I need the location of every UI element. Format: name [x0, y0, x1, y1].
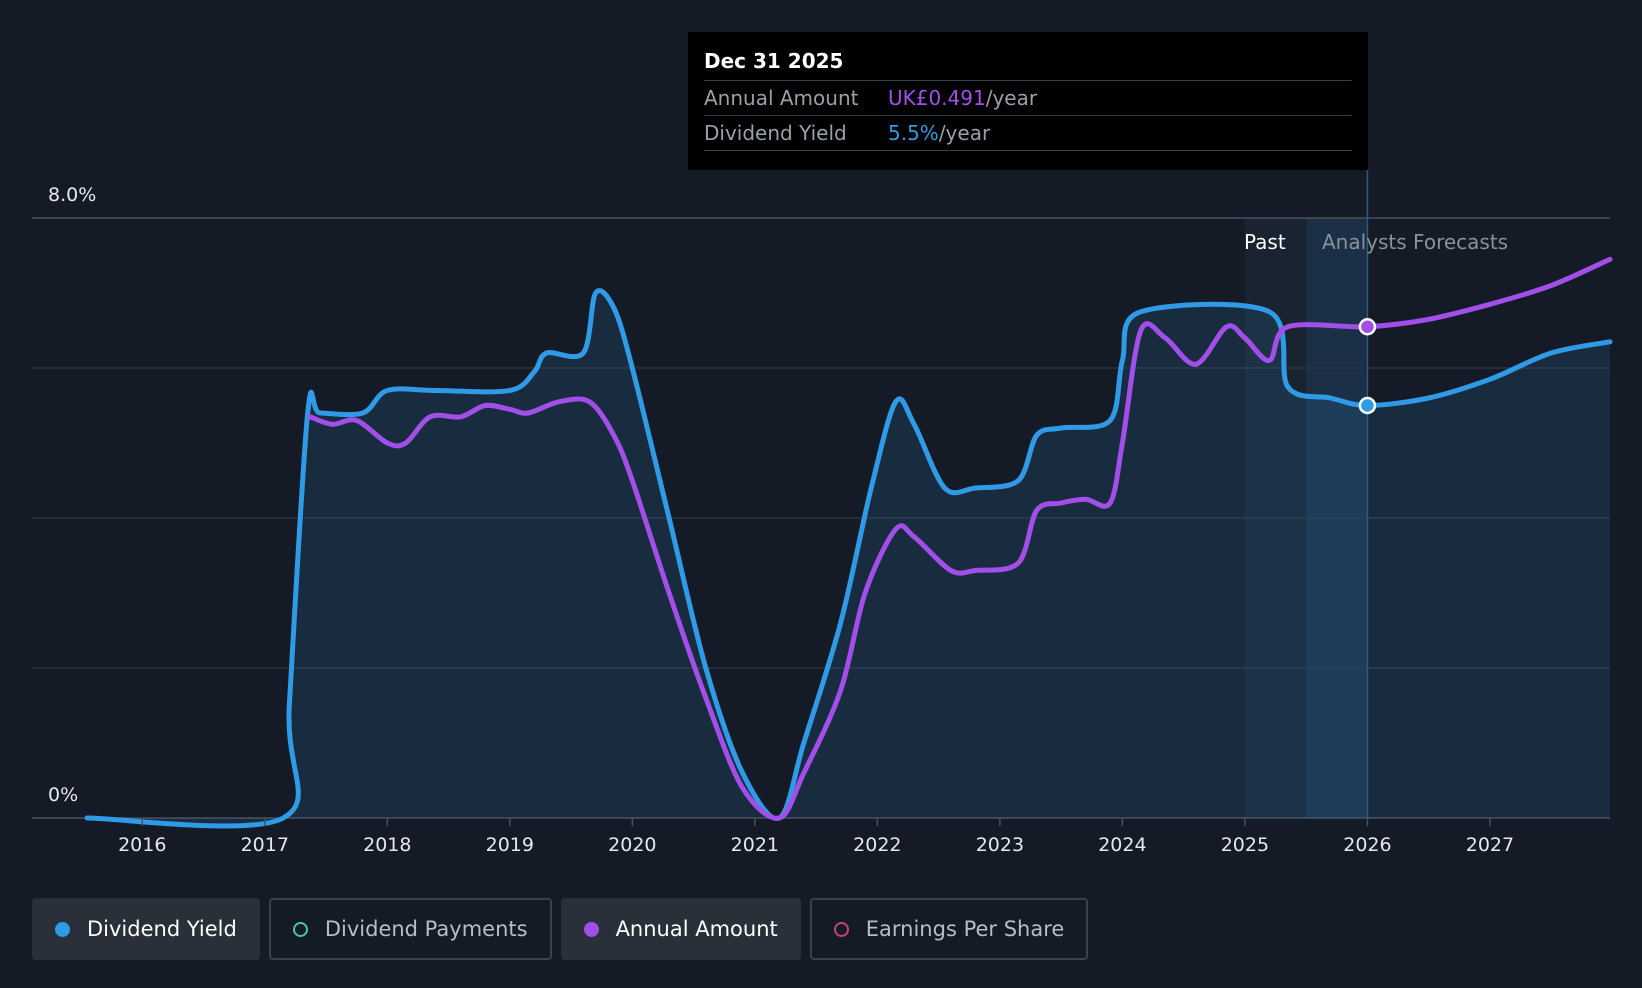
x-tick-label: 2017: [241, 834, 289, 856]
legend-earnings-per-share-button[interactable]: Earnings Per Share: [809, 898, 1089, 960]
legend-label: Dividend Payments: [324, 917, 528, 941]
y-axis-max-label: 8.0%: [48, 184, 96, 206]
annual-amount-marker: [1358, 318, 1377, 336]
hover-markers: [1358, 318, 1377, 415]
tooltip-row-annual-amount: Annual Amount UK£0.491 /year: [704, 81, 1352, 116]
legend-label: Earnings Per Share: [865, 917, 1065, 941]
dividend-payments-ring-icon: [292, 921, 308, 937]
annual-amount-dot-icon: [583, 921, 599, 937]
x-tick-label: 2027: [1466, 834, 1514, 856]
annual-amount-line: [307, 256, 1613, 821]
dividend-yield-dot-icon: [55, 921, 70, 937]
legend-label: Annual Amount: [615, 917, 778, 941]
x-tick-label: 2019: [486, 834, 534, 856]
y-axis-min-label: 0%: [48, 784, 78, 806]
x-tick-label: 2016: [118, 834, 166, 856]
legend-label: Dividend Yield: [87, 917, 237, 941]
x-tick-label: 2021: [731, 834, 779, 856]
tooltip-unit: /year: [985, 86, 1038, 110]
x-axis: 2016 2017 2018 2019 2020 2021 2022 2023 2024 2025…: [118, 818, 1514, 856]
tooltip: Dec 31 2025 Annual Amount UK£0.491 /year…: [688, 32, 1368, 170]
dividend-yield-area: [87, 290, 1611, 827]
legend: Dividend Yield Dividend Payments Annual …: [32, 898, 1089, 960]
tooltip-date: Dec 31 2025: [704, 46, 1352, 81]
legend-dividend-payments-button[interactable]: Dividend Payments: [268, 898, 552, 960]
x-tick-label: 2022: [853, 834, 901, 856]
tooltip-key: Annual Amount: [704, 86, 859, 110]
forecast-label: Analysts Forecasts: [1322, 230, 1508, 254]
legend-dividend-yield-button[interactable]: Dividend Yield: [32, 898, 260, 960]
tooltip-row-dividend-yield: Dividend Yield 5.5% /year: [704, 116, 1352, 151]
past-label: Past: [1244, 230, 1286, 254]
series-lines: [84, 256, 1613, 829]
legend-annual-amount-button[interactable]: Annual Amount: [560, 898, 801, 960]
grid-lines: [32, 217, 1610, 819]
dividend-yield-line: [84, 288, 1613, 829]
series-fills: [87, 290, 1611, 827]
x-tick-label: 2023: [976, 834, 1024, 856]
x-tick-label: 2026: [1343, 834, 1391, 856]
x-tick-label: 2020: [608, 834, 656, 856]
x-tick-label: 2018: [363, 834, 411, 856]
x-tick-label: 2024: [1098, 834, 1146, 856]
earnings-per-share-ring-icon: [833, 921, 849, 937]
tooltip-value: 5.5%: [888, 121, 939, 145]
tooltip-key: Dividend Yield: [704, 121, 847, 145]
dividend-yield-marker: [1358, 396, 1377, 415]
tooltip-value: UK£0.491: [888, 86, 986, 110]
tooltip-unit: /year: [938, 121, 991, 145]
x-tick-label: 2025: [1221, 834, 1269, 856]
